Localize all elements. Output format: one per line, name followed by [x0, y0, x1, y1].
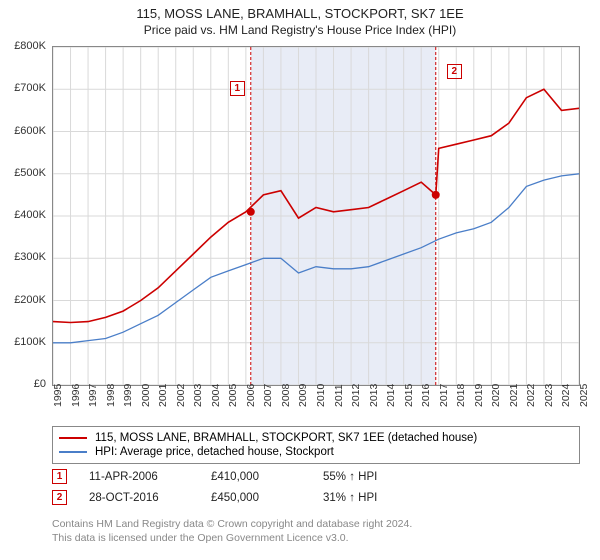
- x-tick-label: 2003: [192, 384, 204, 407]
- sale-row-marker: 1: [52, 469, 67, 484]
- x-tick-label: 1996: [70, 384, 82, 407]
- x-tick-label: 2011: [333, 384, 345, 407]
- sale-pct: 31% ↑ HPI: [323, 492, 377, 504]
- x-tick-label: 2018: [455, 384, 467, 407]
- x-tick-label: 1997: [87, 384, 99, 407]
- x-tick-label: 2001: [157, 384, 169, 407]
- sale-marker-1: 1: [230, 81, 245, 96]
- x-tick-label: 2020: [490, 384, 502, 407]
- sale-date: 28-OCT-2016: [89, 492, 189, 504]
- y-tick-label: £800K: [14, 40, 46, 52]
- x-tick-label: 2022: [525, 384, 537, 407]
- x-tick-label: 2014: [385, 384, 397, 407]
- sale-pct: 55% ↑ HPI: [323, 471, 377, 483]
- chart-svg: [53, 47, 579, 385]
- x-tick-label: 2017: [438, 384, 450, 407]
- sale-price: £410,000: [211, 471, 301, 483]
- x-tick-label: 2006: [245, 384, 257, 407]
- x-tick-label: 2013: [368, 384, 380, 407]
- x-tick-label: 2002: [175, 384, 187, 407]
- legend-item-hpi: HPI: Average price, detached house, Stoc…: [59, 445, 573, 459]
- x-tick-label: 2004: [210, 384, 222, 407]
- sale-row: 2 28-OCT-2016 £450,000 31% ↑ HPI: [52, 487, 580, 508]
- legend-item-property: 115, MOSS LANE, BRAMHALL, STOCKPORT, SK7…: [59, 431, 573, 445]
- legend-swatch-hpi: [59, 451, 87, 453]
- sale-row: 1 11-APR-2006 £410,000 55% ↑ HPI: [52, 466, 580, 487]
- y-tick-label: £600K: [14, 125, 46, 137]
- x-tick-label: 1998: [105, 384, 117, 407]
- chart-subtitle: Price paid vs. HM Land Registry's House …: [0, 23, 600, 37]
- legend-swatch-property: [59, 437, 87, 439]
- x-tick-label: 2015: [403, 384, 415, 407]
- y-tick-label: £400K: [14, 209, 46, 221]
- sale-date: 11-APR-2006: [89, 471, 189, 483]
- x-tick-label: 2019: [473, 384, 485, 407]
- sale-row-marker: 2: [52, 490, 67, 505]
- x-tick-label: 2009: [297, 384, 309, 407]
- x-tick-label: 2024: [560, 384, 572, 407]
- chart-title: 115, MOSS LANE, BRAMHALL, STOCKPORT, SK7…: [0, 6, 600, 21]
- title-block: 115, MOSS LANE, BRAMHALL, STOCKPORT, SK7…: [0, 0, 600, 37]
- sale-marker-2: 2: [447, 64, 462, 79]
- y-tick-label: £200K: [14, 294, 46, 306]
- plot-area: [52, 46, 580, 386]
- chart-container: 115, MOSS LANE, BRAMHALL, STOCKPORT, SK7…: [0, 0, 600, 560]
- x-tick-label: 1995: [52, 384, 64, 407]
- x-tick-label: 2000: [140, 384, 152, 407]
- x-tick-label: 2021: [508, 384, 520, 407]
- footer-line1: Contains HM Land Registry data © Crown c…: [52, 518, 412, 532]
- y-tick-label: £300K: [14, 251, 46, 263]
- legend-label-hpi: HPI: Average price, detached house, Stoc…: [95, 446, 334, 458]
- attribution-footer: Contains HM Land Registry data © Crown c…: [52, 518, 412, 545]
- y-tick-label: £100K: [14, 336, 46, 348]
- sale-price: £450,000: [211, 492, 301, 504]
- x-tick-label: 2012: [350, 384, 362, 407]
- footer-line2: This data is licensed under the Open Gov…: [52, 532, 412, 546]
- y-tick-label: £500K: [14, 167, 46, 179]
- legend-label-property: 115, MOSS LANE, BRAMHALL, STOCKPORT, SK7…: [95, 432, 477, 444]
- y-tick-label: £700K: [14, 82, 46, 94]
- x-tick-label: 2023: [543, 384, 555, 407]
- x-tick-label: 1999: [122, 384, 134, 407]
- x-tick-label: 2005: [227, 384, 239, 407]
- y-tick-label: £0: [34, 378, 46, 390]
- x-tick-label: 2025: [578, 384, 590, 407]
- sales-table: 1 11-APR-2006 £410,000 55% ↑ HPI 2 28-OCT-201…: [52, 466, 580, 508]
- x-tick-label: 2016: [420, 384, 432, 407]
- y-axis-labels: £0£100K£200K£300K£400K£500K£600K£700K£80…: [0, 46, 50, 386]
- x-tick-label: 2007: [262, 384, 274, 407]
- x-tick-label: 2008: [280, 384, 292, 407]
- legend: 115, MOSS LANE, BRAMHALL, STOCKPORT, SK7…: [52, 426, 580, 464]
- x-tick-label: 2010: [315, 384, 327, 407]
